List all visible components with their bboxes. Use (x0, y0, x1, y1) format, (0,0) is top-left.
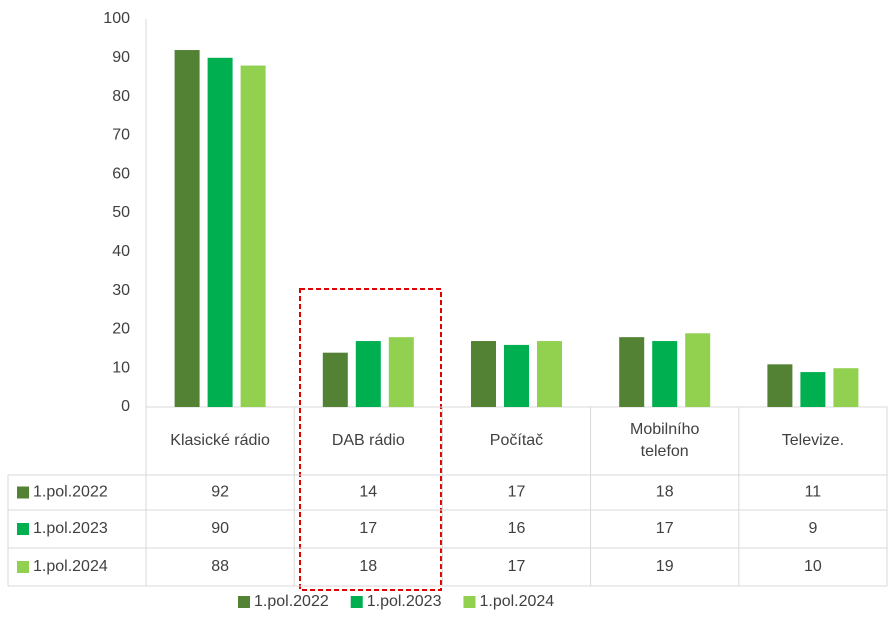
table-legend-swatch (17, 523, 29, 535)
y-tick-label: 70 (112, 127, 130, 144)
y-tick-label: 20 (112, 321, 130, 338)
bar (174, 50, 200, 407)
y-tick-label: 100 (103, 10, 130, 27)
bar (504, 344, 529, 407)
bar (537, 341, 562, 407)
bar (685, 333, 711, 407)
table-value: 11 (805, 484, 822, 501)
highlight-box (299, 288, 442, 591)
table-value: 92 (211, 484, 229, 501)
table-value: 17 (508, 484, 526, 501)
legend-swatch (238, 596, 250, 608)
table-value: 17 (656, 520, 674, 537)
bar (388, 337, 414, 407)
x-tick-label: DAB rádio (331, 431, 405, 449)
y-tick-label: 90 (112, 49, 130, 66)
table-series-label: 1.pol.2022 (33, 484, 108, 501)
table-value: 17 (359, 520, 377, 537)
table-value: 18 (359, 558, 377, 575)
bar (833, 368, 859, 407)
legend-swatch (350, 596, 363, 608)
bar (619, 337, 645, 407)
legend-label: 1.pol.2023 (367, 593, 442, 610)
table-value: 90 (211, 520, 229, 537)
table-value: 16 (508, 520, 526, 537)
table-legend-swatch (17, 486, 29, 499)
table-value: 14 (359, 484, 377, 501)
x-tick-label: Mobilního telefon (630, 420, 700, 460)
y-tick-label: 60 (112, 165, 130, 182)
legend-label: 1.pol.2022 (254, 593, 329, 610)
bar (471, 341, 496, 407)
bar (767, 364, 793, 407)
x-tick-label: Počítač (489, 431, 544, 449)
bar (207, 57, 233, 408)
table-series-label: 1.pol.2023 (33, 520, 108, 537)
y-tick-label: 0 (121, 398, 130, 415)
bar (652, 341, 678, 407)
table-value: 88 (211, 558, 229, 575)
table-value: 17 (508, 558, 526, 575)
bar (355, 341, 381, 407)
legend-label: 1.pol.2024 (479, 593, 554, 610)
bar (800, 372, 826, 407)
y-tick-label: 50 (112, 204, 130, 221)
bar (322, 352, 348, 407)
x-tick-label: Klasické rádio (170, 431, 270, 449)
x-tick-label: Televize. (781, 431, 845, 449)
y-tick-label: 30 (112, 282, 130, 299)
table-value: 9 (808, 520, 817, 537)
table-value: 19 (656, 558, 674, 575)
table-series-label: 1.pol.2024 (33, 558, 108, 575)
bar (240, 65, 266, 407)
y-tick-label: 80 (112, 88, 130, 105)
legend-swatch (463, 596, 476, 608)
table-value: 10 (804, 558, 822, 575)
table-legend-swatch (17, 561, 29, 573)
table-value: 18 (656, 484, 674, 501)
y-tick-label: 40 (112, 243, 130, 260)
y-tick-label: 10 (112, 359, 130, 376)
